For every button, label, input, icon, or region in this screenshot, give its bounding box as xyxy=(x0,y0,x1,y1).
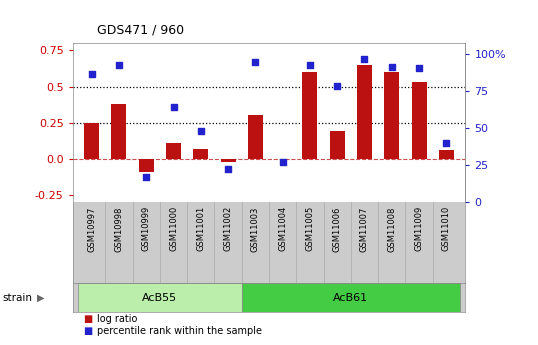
Bar xyxy=(384,72,399,159)
Bar xyxy=(330,131,345,159)
Text: log ratio: log ratio xyxy=(97,314,137,324)
Point xyxy=(387,64,396,70)
Text: GSM10999: GSM10999 xyxy=(142,206,151,252)
Text: GSM11003: GSM11003 xyxy=(251,206,260,252)
Bar xyxy=(439,150,454,159)
Bar xyxy=(78,283,242,312)
Text: AcB61: AcB61 xyxy=(333,293,369,303)
Text: GSM10998: GSM10998 xyxy=(115,206,124,252)
Point xyxy=(115,63,123,68)
Point xyxy=(142,174,151,180)
Text: GSM11000: GSM11000 xyxy=(169,206,178,252)
Bar xyxy=(221,159,236,162)
Bar xyxy=(357,65,372,159)
Text: GSM11008: GSM11008 xyxy=(387,206,396,252)
Bar xyxy=(193,149,208,159)
Text: ▶: ▶ xyxy=(37,293,44,303)
Text: GSM10997: GSM10997 xyxy=(87,206,96,252)
Bar xyxy=(242,283,460,312)
Point xyxy=(360,57,369,62)
Point xyxy=(333,83,342,89)
Point xyxy=(251,60,260,65)
Text: ■: ■ xyxy=(83,326,93,336)
Text: GSM11002: GSM11002 xyxy=(224,206,232,252)
Point xyxy=(278,159,287,165)
Text: GSM11004: GSM11004 xyxy=(278,206,287,252)
Text: GSM11005: GSM11005 xyxy=(306,206,314,252)
Point xyxy=(224,167,232,172)
Text: strain: strain xyxy=(3,293,33,303)
Point xyxy=(169,104,178,110)
Point xyxy=(87,71,96,77)
Bar xyxy=(248,116,263,159)
Bar xyxy=(166,143,181,159)
Bar xyxy=(412,82,427,159)
Bar xyxy=(111,104,126,159)
Bar xyxy=(84,123,99,159)
Bar xyxy=(302,72,317,159)
Text: GSM11009: GSM11009 xyxy=(414,206,423,252)
Text: GSM11001: GSM11001 xyxy=(196,206,206,252)
Point xyxy=(196,128,205,134)
Text: percentile rank within the sample: percentile rank within the sample xyxy=(97,326,262,336)
Text: GSM11007: GSM11007 xyxy=(360,206,369,252)
Text: GSM11006: GSM11006 xyxy=(332,206,342,252)
Point xyxy=(306,63,314,68)
Point xyxy=(442,140,451,146)
Text: GSM11010: GSM11010 xyxy=(442,206,451,252)
Text: AcB55: AcB55 xyxy=(143,293,178,303)
Text: ■: ■ xyxy=(83,314,93,324)
Text: GDS471 / 960: GDS471 / 960 xyxy=(97,23,184,36)
Bar xyxy=(139,159,154,172)
Point xyxy=(415,66,423,71)
